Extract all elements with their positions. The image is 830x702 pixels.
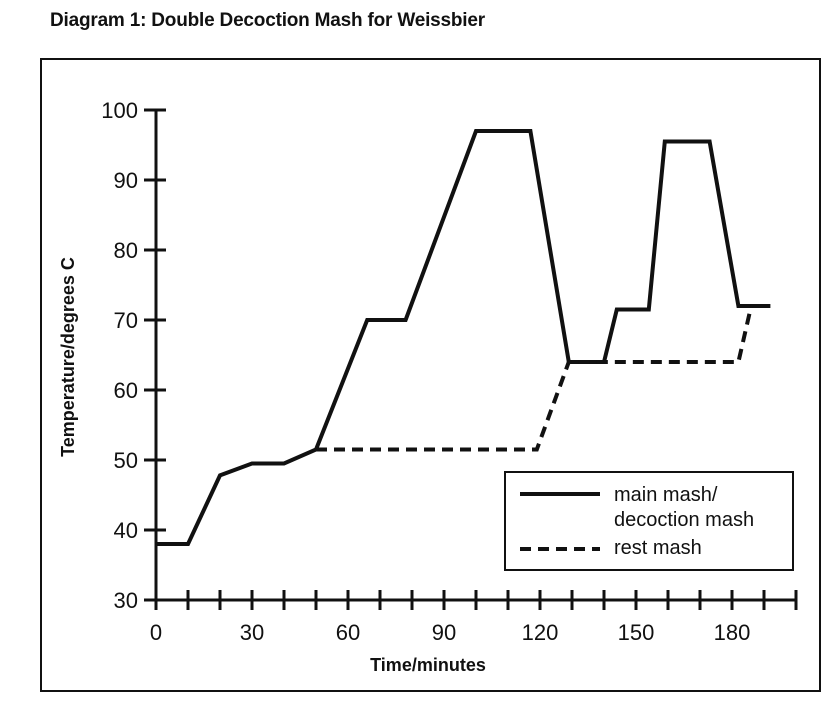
y-tick-label-60: 60 xyxy=(114,378,138,403)
series-line-rest-mash xyxy=(316,305,754,452)
y-tick-label-70: 70 xyxy=(114,308,138,333)
y-tick-label-50: 50 xyxy=(114,448,138,473)
chart-frame xyxy=(40,58,821,692)
series-layer xyxy=(156,129,771,546)
chart-title: Diagram 1: Double Decoction Mash for Wei… xyxy=(50,10,485,31)
y-tick-label-30: 30 xyxy=(114,588,138,613)
legend: main mash/ decoction mash rest mash xyxy=(504,471,794,571)
x-tick-label-0: 0 xyxy=(150,620,162,645)
axes: 0 30 60 90 120 150 180 30 40 50 60 70 80 90 100 xyxy=(101,98,798,645)
x-tick-label-180: 180 xyxy=(714,620,751,645)
legend-label-main-2: decoction mash xyxy=(614,509,754,531)
legend-label-rest: rest mash xyxy=(614,537,702,559)
series-line-main-mash xyxy=(156,129,771,546)
y-axis-label: Temperature/degrees C xyxy=(58,257,78,457)
x-tick-label-60: 60 xyxy=(336,620,360,645)
x-tick-label-30: 30 xyxy=(240,620,264,645)
x-axis-label: Time/minutes xyxy=(370,655,486,675)
y-tick-label-100: 100 xyxy=(101,98,138,123)
y-tick-label-90: 90 xyxy=(114,168,138,193)
x-tick-label-120: 120 xyxy=(522,620,559,645)
y-tick-label-40: 40 xyxy=(114,518,138,543)
legend-label-main-1: main mash/ xyxy=(614,484,718,506)
y-tick-label-80: 80 xyxy=(114,238,138,263)
legend-box xyxy=(504,471,794,571)
x-tick-label-150: 150 xyxy=(618,620,655,645)
x-tick-label-90: 90 xyxy=(432,620,456,645)
